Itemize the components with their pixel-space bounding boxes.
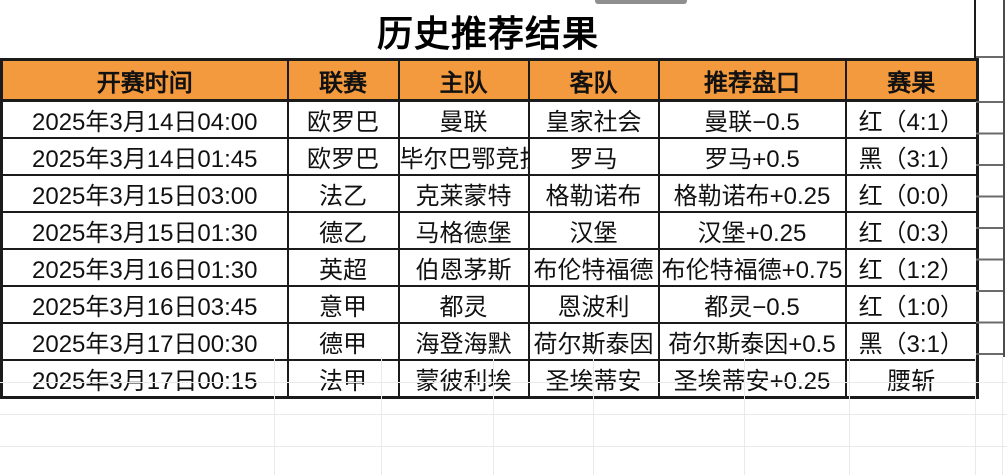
status-bar-pill xyxy=(595,0,687,4)
cell-handicap: 都灵−0.5 xyxy=(657,285,847,324)
cell-handicap: 荷尔斯泰因+0.5 xyxy=(657,322,847,361)
table-row: 2025年3月14日01:45 欧罗巴 毕尔巴鄂竞技 罗马 罗马+0.5 黑（3… xyxy=(0,137,979,176)
cell-away: 格勒诺布 xyxy=(527,174,660,213)
empty-gridline-vertical xyxy=(744,357,745,475)
sheet-gridlines-right-strip xyxy=(976,101,1003,357)
cell-time: 2025年3月15日01:30 xyxy=(0,211,289,250)
cell-league: 欧罗巴 xyxy=(286,99,400,139)
cell-time: 2025年3月16日03:45 xyxy=(0,285,289,324)
sheet-gridline-horizontal xyxy=(976,56,1003,58)
cell-league: 法甲 xyxy=(286,359,400,399)
cell-time: 2025年3月14日01:45 xyxy=(0,137,289,176)
cell-home: 曼联 xyxy=(397,99,530,139)
cell-result: 黑（3:1） xyxy=(844,322,979,361)
table-row: 2025年3月15日03:00 法乙 克莱蒙特 格勒诺布 格勒诺布+0.25 红… xyxy=(0,174,979,213)
cell-result: 黑（3:1） xyxy=(844,137,979,176)
cell-league: 法乙 xyxy=(286,174,400,213)
table-row: 2025年3月16日01:30 英超 伯恩茅斯 布伦特福德 布伦特福德+0.75… xyxy=(0,248,979,287)
header-result: 赛果 xyxy=(844,58,979,102)
cell-home: 海登海默 xyxy=(397,322,530,361)
cell-league: 欧罗巴 xyxy=(286,137,400,176)
header-league: 联赛 xyxy=(286,58,400,102)
cell-home: 毕尔巴鄂竞技 xyxy=(397,137,530,176)
page-title: 历史推荐结果 xyxy=(376,13,599,54)
empty-gridline-horizontal xyxy=(0,382,1007,383)
table-row: 2025年3月16日03:45 意甲 都灵 恩波利 都灵−0.5 红（1:0） xyxy=(0,285,979,324)
cell-away: 罗马 xyxy=(527,137,660,176)
cell-handicap: 汉堡+0.25 xyxy=(657,211,847,250)
results-table: 开赛时间 联赛 主队 客队 推荐盘口 赛果 2025年3月14日04:00 欧罗… xyxy=(0,58,979,399)
header-row: 开赛时间 联赛 主队 客队 推荐盘口 赛果 xyxy=(0,58,979,102)
cell-league: 英超 xyxy=(286,248,400,287)
cell-result: 红（4:1） xyxy=(844,99,979,139)
sheet-gridline-vertical xyxy=(974,0,976,58)
header-away-team: 客队 xyxy=(527,58,660,102)
cell-away: 汉堡 xyxy=(527,211,660,250)
table-row: 2025年3月15日01:30 德乙 马格德堡 汉堡 汉堡+0.25 红（0:3… xyxy=(0,211,979,250)
empty-gridline-vertical xyxy=(1002,357,1003,475)
cell-result: 红（0:0） xyxy=(844,174,979,213)
cell-result: 红（1:2） xyxy=(844,248,979,287)
cell-league: 德甲 xyxy=(286,322,400,361)
cell-away: 荷尔斯泰因 xyxy=(527,322,660,361)
cell-result: 红（0:3） xyxy=(844,211,979,250)
empty-gridline-vertical xyxy=(493,357,494,475)
cell-time: 2025年3月15日03:00 xyxy=(0,174,289,213)
cell-time: 2025年3月14日04:00 xyxy=(0,99,289,139)
cell-league: 德乙 xyxy=(286,211,400,250)
cell-away: 布伦特福德 xyxy=(527,248,660,287)
table-row: 2025年3月14日04:00 欧罗巴 曼联 皇家社会 曼联−0.5 红（4:1… xyxy=(0,99,979,139)
empty-gridline-vertical xyxy=(593,357,594,475)
cell-handicap: 圣埃蒂安+0.25 xyxy=(657,359,847,399)
cell-result: 红（1:0） xyxy=(844,285,979,324)
empty-gridline-vertical xyxy=(274,357,275,475)
table-row: 2025年3月17日00:30 德甲 海登海默 荷尔斯泰因 荷尔斯泰因+0.5 … xyxy=(0,322,979,361)
header-kickoff-time: 开赛时间 xyxy=(0,58,289,102)
cell-time: 2025年3月17日00:15 xyxy=(0,359,289,399)
cell-time: 2025年3月17日00:30 xyxy=(0,322,289,361)
empty-gridline-horizontal xyxy=(0,446,1007,447)
sheet-edge-line xyxy=(1003,0,1005,357)
empty-gridline-vertical xyxy=(975,357,976,475)
empty-gridline-horizontal xyxy=(0,414,1007,415)
cell-home: 都灵 xyxy=(397,285,530,324)
cell-result: 腰斩 xyxy=(844,359,979,399)
cell-home: 马格德堡 xyxy=(397,211,530,250)
table-row: 2025年3月17日00:15 法甲 蒙彼利埃 圣埃蒂安 圣埃蒂安+0.25 腰… xyxy=(0,359,979,399)
cell-home: 蒙彼利埃 xyxy=(397,359,530,399)
cell-handicap: 格勒诺布+0.25 xyxy=(657,174,847,213)
empty-gridline-vertical xyxy=(849,357,850,475)
cell-handicap: 布伦特福德+0.75 xyxy=(657,248,847,287)
empty-gridline-vertical xyxy=(381,357,382,475)
cell-away: 恩波利 xyxy=(527,285,660,324)
cell-home: 克莱蒙特 xyxy=(397,174,530,213)
cell-league: 意甲 xyxy=(286,285,400,324)
cell-time: 2025年3月16日01:30 xyxy=(0,248,289,287)
cell-handicap: 曼联−0.5 xyxy=(657,99,847,139)
header-recommended-handicap: 推荐盘口 xyxy=(657,58,847,102)
header-home-team: 主队 xyxy=(397,58,530,102)
cell-away: 皇家社会 xyxy=(527,99,660,139)
cell-handicap: 罗马+0.5 xyxy=(657,137,847,176)
cell-home: 伯恩茅斯 xyxy=(397,248,530,287)
